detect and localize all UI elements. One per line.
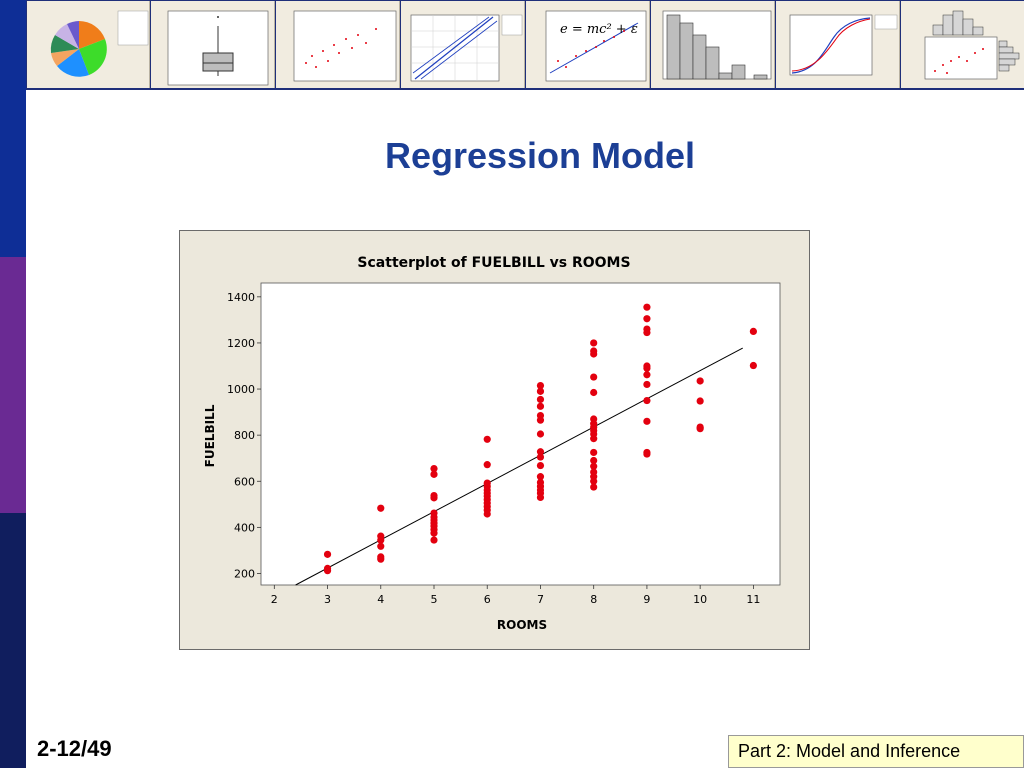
y-tick-label: 1400 — [227, 291, 255, 304]
data-point — [590, 456, 598, 465]
x-tick-label: 11 — [746, 593, 760, 606]
data-point — [377, 536, 385, 544]
thumbnail-scatter-formula: e = mc² + ε — [526, 1, 650, 88]
x-axis: 2 3 4 5 6 7 8 9 10 11 — [271, 585, 760, 606]
data-point — [643, 303, 651, 311]
data-point — [643, 328, 651, 337]
x-tick-label: 8 — [590, 593, 597, 606]
data-point — [590, 448, 598, 457]
thumbnail-scatter — [276, 1, 400, 88]
x-tick-label: 3 — [324, 593, 331, 606]
y-tick-label: 1000 — [227, 383, 255, 396]
data-point — [536, 416, 545, 424]
data-point — [483, 435, 491, 443]
y-tick-label: 200 — [234, 567, 255, 580]
data-point — [430, 529, 438, 537]
y-tick-label: 800 — [234, 429, 255, 442]
x-tick-label: 10 — [693, 593, 707, 606]
data-point — [536, 473, 545, 481]
chart-title: Scatterplot of FUELBILL vs ROOMS — [357, 255, 630, 271]
x-tick-label: 9 — [643, 593, 650, 606]
y-axis: 200 400 600 800 1000 1200 1400 — [227, 291, 261, 580]
data-point — [749, 361, 757, 370]
data-point — [536, 381, 545, 390]
data-point — [590, 477, 598, 485]
thumbnail-cdf — [776, 1, 900, 88]
y-tick-label: 400 — [234, 521, 255, 534]
slide-page-number: 2-12/49 — [37, 736, 112, 761]
thumbnail-formula-text: e = mc² + ε — [560, 22, 638, 37]
data-point — [643, 371, 651, 379]
sidebar-band-middle — [0, 257, 26, 513]
data-point — [536, 402, 545, 410]
data-point — [643, 315, 651, 323]
x-tick-label: 6 — [484, 593, 491, 606]
footer-text: Part 2: Model and Inference — [738, 741, 961, 761]
data-point — [430, 470, 438, 478]
data-point — [377, 504, 385, 512]
sidebar-band-bottom — [0, 513, 26, 768]
data-point — [323, 550, 332, 558]
data-point — [696, 377, 704, 385]
x-tick-label: 7 — [537, 593, 544, 606]
footer-box: Part 2: Model and Inference — [728, 735, 1024, 768]
data-point — [590, 350, 598, 358]
data-point — [643, 450, 651, 458]
data-point — [590, 462, 598, 470]
data-point — [590, 339, 598, 347]
thumbnail-strip: e = mc² + ε — [26, 0, 1024, 90]
thumbnail-marginal-plot — [901, 1, 1024, 88]
data-point — [643, 380, 651, 389]
data-point — [536, 461, 545, 470]
data-point — [430, 464, 438, 473]
data-point — [643, 364, 651, 372]
sidebar-band-top — [0, 0, 26, 257]
thumbnail-probability-plot — [401, 1, 525, 88]
data-point — [323, 567, 332, 575]
data-point — [590, 373, 598, 381]
data-point — [696, 425, 704, 433]
data-point — [536, 387, 545, 395]
plot-area — [260, 282, 781, 586]
data-point — [430, 536, 438, 544]
data-point — [643, 417, 651, 425]
data-point — [590, 388, 598, 397]
data-point — [536, 448, 545, 456]
thumbnail-boxplot — [151, 1, 275, 88]
data-point — [696, 397, 704, 405]
y-tick-label: 1200 — [227, 337, 255, 350]
y-tick-label: 600 — [234, 475, 255, 488]
regression-line — [295, 347, 743, 586]
data-point — [483, 510, 491, 518]
data-point — [536, 493, 545, 501]
slide-sidebar — [0, 0, 26, 768]
x-axis-label: ROOMS — [497, 618, 547, 632]
data-point — [536, 395, 545, 404]
x-tick-label: 4 — [377, 593, 384, 606]
data-point — [643, 396, 651, 405]
data-point — [590, 435, 598, 443]
chart-frame: Scatterplot of FUELBILL vs ROOMS 200 400 6… — [179, 230, 810, 650]
thumbnail-pie-chart — [27, 1, 150, 88]
data-point — [536, 430, 545, 438]
data-point — [590, 483, 598, 491]
x-tick-label: 2 — [271, 593, 278, 606]
data-point — [749, 327, 757, 336]
data-point — [377, 555, 385, 563]
data-point — [536, 453, 545, 461]
thumbnail-histogram — [651, 1, 775, 88]
slide-title: Regression Model — [384, 135, 696, 176]
data-point — [377, 542, 385, 550]
scatterplot-chart: Scatterplot of FUELBILL vs ROOMS 200 400 6… — [203, 255, 781, 632]
x-tick-label: 5 — [431, 593, 438, 606]
data-point — [430, 494, 438, 502]
y-axis-label: FUELBILL — [203, 404, 217, 467]
data-points — [323, 303, 757, 575]
data-point — [483, 461, 491, 469]
